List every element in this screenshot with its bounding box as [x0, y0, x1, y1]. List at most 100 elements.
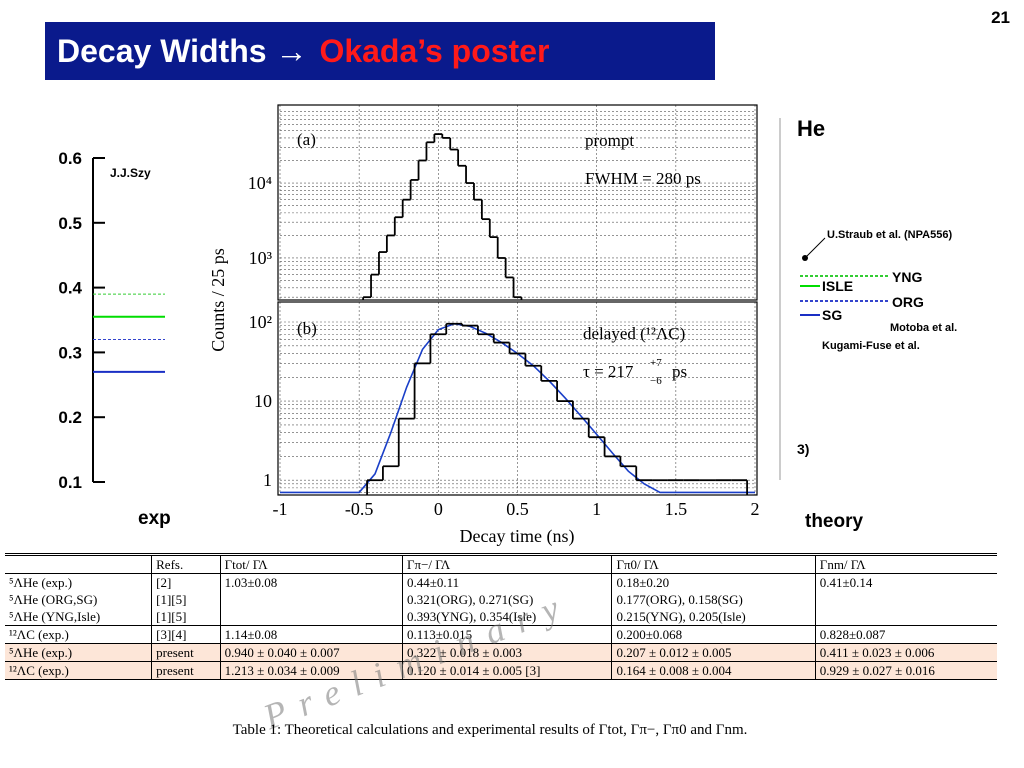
annotation: delayed (¹²ΛC)	[583, 324, 685, 343]
y-tick-label: 10	[254, 391, 272, 411]
table-row: ⁵ΛHe (exp.) [2] 1.03±0.08 0.44±0.11 0.18±0.2…	[5, 573, 997, 591]
table-cell	[219, 608, 403, 626]
legend-label: YNG	[892, 269, 922, 285]
table-cell: 0.828±0.087	[814, 625, 997, 644]
x-tick-label: -0.5	[345, 499, 374, 519]
axis-label: theory	[805, 511, 864, 532]
y-tick-label: 0.5	[58, 214, 82, 233]
annotation: −6	[650, 375, 662, 387]
table-row: ¹²ΛC (exp.) present 1.213 ± 0.034 ± 0.009 0…	[5, 661, 997, 680]
y-tick-label: 0.1	[58, 473, 82, 492]
annotation: ps	[672, 362, 687, 381]
header-cell: Γπ0/ ΓΛ	[611, 554, 816, 574]
annotation: prompt	[585, 131, 634, 150]
plot-frame	[277, 104, 758, 301]
ref-label: U.Straub et al. (NPA556)	[827, 229, 952, 241]
y-tick-label: 10²	[249, 312, 272, 332]
table-row: ⁵ΛHe (ORG,SG) [1][5] 0.321(ORG), 0.271(SG)…	[5, 591, 997, 608]
table-cell	[814, 608, 997, 626]
y-tick-label: 0.4	[58, 279, 82, 298]
table-cell: present	[151, 661, 221, 680]
table-cell: 0.321(ORG), 0.271(SG)	[401, 591, 612, 608]
table-row: ¹²ΛC (exp.) [3][4] 1.14±0.08 0.113±0.015 0.2…	[5, 625, 997, 644]
table-cell: [1][5]	[151, 608, 221, 626]
table-cell: 0.113±0.015	[401, 625, 612, 644]
table-cell: ¹²ΛC (exp.)	[5, 661, 152, 680]
author-label: J.J.Szy	[110, 166, 151, 180]
x-tick-label: 2	[751, 499, 760, 519]
table-cell: 0.322 ± 0.018 ± 0.003	[401, 643, 612, 662]
table-body: ⁵ΛHe (exp.) [2] 1.03±0.08 0.44±0.11 0.18±0.2…	[5, 573, 997, 680]
table-cell: 0.207 ± 0.012 ± 0.005	[611, 643, 816, 662]
table-cell: 0.44±0.11	[401, 573, 612, 591]
page-number: 21	[991, 8, 1010, 27]
annotation: FWHM = 280 ps	[585, 169, 701, 188]
panel-label: (b)	[297, 319, 317, 338]
table-cell: ⁵ΛHe (YNG,Isle)	[9, 609, 101, 624]
table-cell: 0.18±0.20	[611, 573, 816, 591]
table-cell	[219, 591, 403, 608]
x-tick-label: 0.5	[506, 499, 529, 519]
x-axis-label: Decay time (ns)	[460, 526, 575, 547]
table-row: ⁵ΛHe (YNG,Isle) [1][5] 0.393(YNG), 0.354(I…	[5, 608, 997, 626]
table-cell: ⁵ΛHe (exp.)	[5, 643, 152, 662]
header-cell: Refs.	[151, 554, 221, 574]
header-row: Refs. Γtot/ ΓΛ Γπ−/ ΓΛ Γπ0/ ΓΛ Γnm/ ΓΛ	[5, 554, 997, 574]
table-cell: 1.03±0.08	[219, 573, 403, 591]
table-cell: 0.177(ORG), 0.158(SG)	[611, 591, 816, 608]
y-tick-label: 10³	[249, 248, 273, 268]
results-table: Refs. Γtot/ ΓΛ Γπ−/ ΓΛ Γπ0/ ΓΛ Γnm/ ΓΛ ⁵ΛHe (…	[5, 553, 997, 680]
header-cell: Γnm/ ΓΛ	[814, 554, 997, 574]
table-cell: 0.393(YNG), 0.354(Isle)	[401, 608, 612, 626]
table-cell: 0.41±0.14	[814, 573, 997, 591]
y-tick-label: 0.6	[58, 149, 82, 168]
table-cell: 0.120 ± 0.014 ± 0.005 [3]	[401, 661, 612, 680]
y-tick-label: 10⁴	[248, 173, 272, 193]
ref-label: Kugami-Fuse et al.	[822, 340, 920, 352]
table-cell: present	[151, 643, 221, 662]
header-cell: Γπ−/ ΓΛ	[401, 554, 612, 574]
table-cell: [1][5]	[151, 591, 221, 608]
table-cell: 0.164 ± 0.008 ± 0.004	[611, 661, 816, 680]
table-row: ⁵ΛHe (exp.) present 0.940 ± 0.040 ± 0.007 0…	[5, 643, 997, 662]
axis-label: exp	[138, 508, 171, 529]
legend-label: SG	[822, 307, 842, 323]
table-cell: ¹²ΛC (exp.)	[5, 625, 152, 644]
x-tick-label: 0	[434, 499, 443, 519]
table-cell: ⁵ΛHe (exp.)	[9, 575, 73, 590]
y-axis-label: Counts / 25 ps	[208, 248, 228, 352]
x-tick-label: 1.5	[665, 499, 688, 519]
table-cell: 0.200±0.068	[611, 625, 816, 644]
x-tick-label: 1	[592, 499, 601, 519]
ref-label: 3)	[797, 441, 809, 457]
header-cell	[5, 554, 152, 574]
table-cell: 1.14±0.08	[219, 625, 403, 644]
ref-label: Motoba et al.	[890, 322, 957, 334]
table-cell: [3][4]	[151, 625, 221, 644]
figure: J.J.Szy exp He U.Straub et al. (NPA556) …	[58, 104, 957, 547]
y-tick-label: 1	[263, 470, 272, 490]
annotation: +7	[650, 357, 662, 369]
table-cell: 0.215(YNG), 0.205(Isle)	[611, 608, 816, 626]
panel-label: (a)	[297, 130, 316, 149]
table-cell	[814, 591, 997, 608]
nuclide-label: He	[797, 116, 825, 141]
legend-label: ORG	[892, 294, 924, 310]
table-caption: Table 1: Theoretical calculations and ex…	[232, 722, 748, 738]
x-tick-label: -1	[273, 499, 288, 519]
header-cell: Γtot/ ΓΛ	[219, 554, 403, 574]
title-highlight: Okada’s poster	[319, 33, 550, 69]
y-tick-label: 0.2	[58, 408, 82, 427]
table-cell: 0.929 ± 0.027 ± 0.016	[814, 661, 997, 680]
table-cell: ⁵ΛHe (ORG,SG)	[9, 592, 98, 607]
title-bar: Decay Widths → Okada’s poster	[45, 22, 715, 80]
plot-frame	[277, 301, 758, 496]
table-cell: 0.411 ± 0.023 ± 0.006	[814, 643, 997, 662]
legend-label: ISLE	[822, 278, 853, 294]
table-cell: 1.213 ± 0.034 ± 0.009	[219, 661, 403, 680]
table-cell: [2]	[151, 573, 221, 591]
y-tick-label: 0.3	[58, 343, 82, 362]
annotation: τ = 217	[583, 362, 634, 381]
table-cell: 0.940 ± 0.040 ± 0.007	[219, 643, 403, 662]
